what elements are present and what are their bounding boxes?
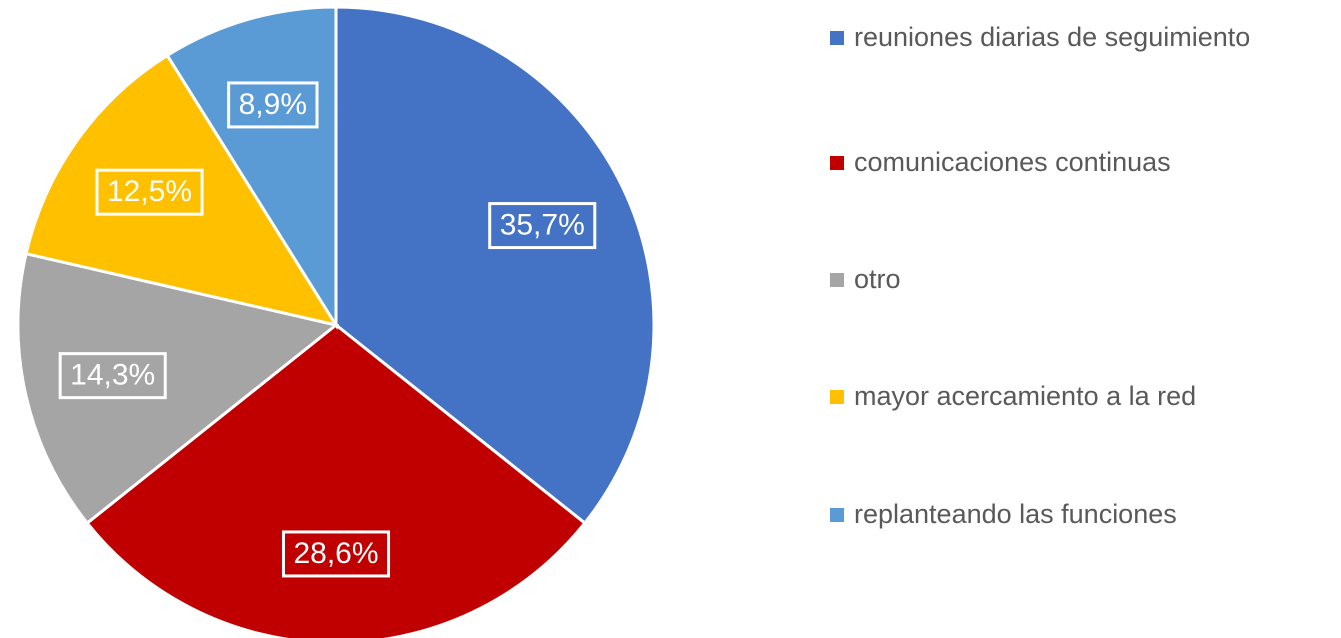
- pie-slice: [16, 251, 340, 526]
- legend-swatch: [830, 31, 844, 45]
- data-label-text: 14,3%: [70, 359, 155, 392]
- data-label-box: [227, 81, 319, 129]
- data-label: 12,5%: [95, 168, 204, 216]
- legend-swatch: [830, 156, 844, 170]
- legend-label: mayor acercamiento a la red: [854, 381, 1197, 411]
- legend-item: reuniones diarias de seguimiento: [826, 20, 1254, 54]
- legend-label: otro: [854, 264, 901, 294]
- data-label: 35,7%: [488, 202, 597, 250]
- legend-item: replanteando las funciones: [826, 497, 1254, 531]
- pie-slice: [334, 5, 656, 526]
- legend-item: comunicaciones continuas: [826, 145, 1254, 179]
- legend-swatch: [830, 273, 844, 287]
- pie-slice: [24, 53, 340, 328]
- legend-label: comunicaciones continuas: [854, 147, 1171, 177]
- data-label-box: [281, 530, 391, 578]
- data-label-text: 8,9%: [239, 88, 307, 121]
- legend-label: reuniones diarias de seguimiento: [854, 22, 1251, 52]
- pie-area: 35,7% 28,6% 14,3% 12,5% 8,9%: [16, 5, 656, 638]
- data-label: 8,9%: [227, 81, 319, 129]
- legend-swatch: [830, 390, 844, 404]
- legend-label: replanteando las funciones: [854, 499, 1177, 529]
- legend-swatch: [830, 508, 844, 522]
- data-label-text: 12,5%: [107, 175, 192, 208]
- data-label-text: 28,6%: [293, 537, 378, 570]
- data-label-box: [488, 202, 597, 250]
- data-label-box: [95, 168, 204, 216]
- legend-item: otro: [826, 262, 1254, 296]
- pie-slice: [165, 5, 338, 331]
- data-label: 28,6%: [281, 530, 391, 578]
- legend-item: mayor acercamiento a la red: [826, 379, 1254, 413]
- pie-slice: [85, 323, 587, 638]
- data-label: 14,3%: [58, 352, 167, 400]
- data-label-box: [58, 352, 167, 400]
- data-label-text: 35,7%: [500, 208, 585, 241]
